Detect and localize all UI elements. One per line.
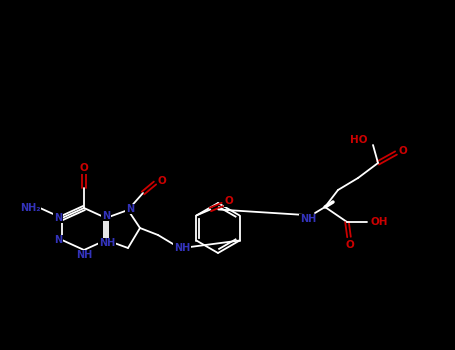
Text: N: N: [54, 213, 62, 223]
Text: N: N: [126, 204, 134, 214]
Text: NH: NH: [174, 243, 190, 253]
Text: OH: OH: [370, 217, 388, 227]
Text: NH: NH: [99, 238, 115, 248]
Text: N: N: [102, 211, 110, 221]
Text: NH₂: NH₂: [20, 203, 40, 213]
Text: O: O: [225, 196, 234, 206]
Text: HO: HO: [350, 135, 368, 145]
Text: N: N: [54, 235, 62, 245]
Text: O: O: [399, 146, 407, 156]
Text: NH: NH: [300, 214, 316, 224]
Text: O: O: [80, 163, 88, 173]
Text: O: O: [157, 176, 167, 186]
Text: NH: NH: [76, 250, 92, 260]
Text: O: O: [346, 240, 354, 250]
